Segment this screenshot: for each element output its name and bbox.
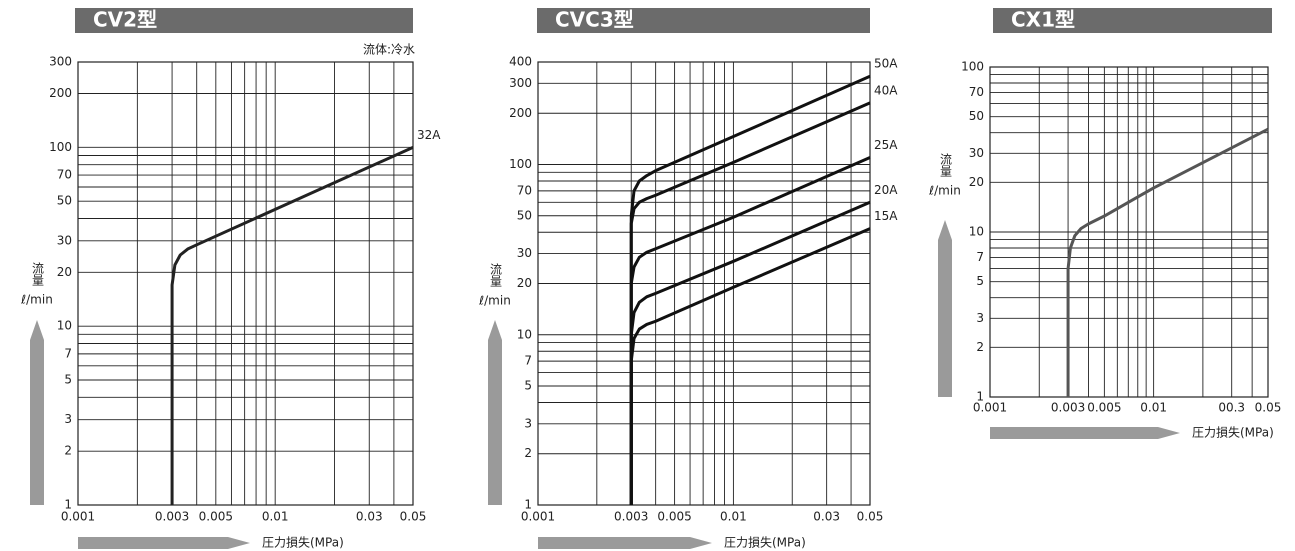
- series-label: 20A: [874, 183, 898, 197]
- x-tick-label: 0.05: [1255, 401, 1282, 415]
- y-tick-label: 3: [976, 311, 984, 325]
- y-tick-label: 3: [64, 412, 72, 426]
- y-arrow: [30, 320, 44, 505]
- x-axis-label: 圧力損失(MPa): [724, 535, 806, 550]
- y-axis-label: 流量: [489, 263, 503, 287]
- y-tick-label: 2: [976, 340, 984, 354]
- y-tick-label: 3: [524, 416, 532, 430]
- x-tick-label: 0.003: [1051, 401, 1085, 415]
- y-tick-label: 50: [969, 109, 984, 123]
- data-line: [170, 145, 414, 505]
- y-tick-label: 1: [64, 498, 72, 512]
- x-tick-label: 0.01: [262, 510, 289, 524]
- y-axis-label: 流量: [939, 153, 953, 177]
- chart-title: CX1型: [1011, 8, 1075, 32]
- x-tick-label: 0.01: [720, 510, 747, 524]
- x-tick-label: 0.03: [813, 510, 840, 524]
- x-arrow: [990, 427, 1180, 439]
- y-tick-label: 300: [509, 76, 532, 90]
- x-arrow: [538, 537, 712, 549]
- y-tick-label: 20: [969, 175, 984, 189]
- title-bar: [75, 8, 413, 33]
- y-tick-label: 7: [524, 354, 532, 368]
- y-tick-label: 5: [524, 379, 532, 393]
- y-tick-label: 20: [517, 276, 532, 290]
- y-tick-label: 1: [524, 498, 532, 512]
- y-tick-label: 70: [57, 168, 72, 182]
- y-axis-label: 流量: [31, 262, 45, 286]
- data-line: [1066, 127, 1269, 397]
- y-tick-label: 50: [517, 208, 532, 222]
- y-tick-label: 300: [49, 55, 72, 69]
- x-tick-label: 0.05: [400, 510, 427, 524]
- x-tick-label: 0.005: [199, 510, 233, 524]
- plot-frame: [537, 61, 871, 506]
- series-label: 32A: [417, 128, 441, 142]
- y-tick-label: 30: [517, 246, 532, 260]
- chart-title: CV2型: [93, 8, 157, 32]
- y-tick-label: 10: [57, 319, 72, 333]
- x-tick-label: 0.05: [857, 510, 884, 524]
- y-tick-label: 200: [509, 106, 532, 120]
- y-tick-label: 70: [517, 183, 532, 197]
- y-tick-label: 7: [64, 346, 72, 360]
- y-tick-label: 70: [969, 85, 984, 99]
- y-arrow: [938, 220, 952, 397]
- x-tick-label: 0.001: [973, 401, 1007, 415]
- y-tick-label: 2: [524, 446, 532, 460]
- x-tick-label: 0.003: [155, 510, 189, 524]
- data-line: [629, 200, 871, 505]
- x-axis-label: 圧力損失(MPa): [1192, 425, 1274, 440]
- title-bar: [537, 8, 870, 33]
- chart-title: CVC3型: [555, 8, 634, 32]
- annotation: 流体:冷水: [363, 43, 415, 57]
- plot-frame: [989, 66, 1269, 398]
- y-axis-unit: ℓ/min: [20, 293, 53, 307]
- x-axis-label: 圧力損失(MPa): [262, 535, 344, 550]
- data-line: [629, 74, 871, 505]
- y-tick-label: 20: [57, 265, 72, 279]
- y-tick-label: 400: [509, 55, 532, 69]
- y-tick-label: 100: [509, 157, 532, 171]
- y-tick-label: 2: [64, 444, 72, 458]
- data-line: [629, 227, 871, 505]
- x-tick-label: 0.01: [1140, 401, 1167, 415]
- data-line: [629, 156, 871, 505]
- y-tick-label: 10: [969, 225, 984, 239]
- series-label: 25A: [874, 138, 898, 152]
- x-arrow: [78, 537, 250, 549]
- title-bar: [993, 8, 1272, 33]
- y-tick-label: 7: [976, 250, 984, 264]
- y-tick-label: 50: [57, 194, 72, 208]
- y-arrow: [488, 320, 502, 505]
- series-label: 15A: [874, 209, 898, 223]
- y-tick-label: 5: [976, 274, 984, 288]
- y-tick-label: 200: [49, 86, 72, 100]
- x-tick-label: 0.001: [61, 510, 95, 524]
- series-label: 40A: [874, 83, 898, 97]
- y-tick-label: 5: [64, 372, 72, 386]
- x-tick-label: 00.3: [1218, 401, 1245, 415]
- x-tick-label: 0.005: [657, 510, 691, 524]
- x-tick-label: 0.001: [521, 510, 555, 524]
- y-tick-label: 30: [57, 233, 72, 247]
- y-tick-label: 30: [969, 146, 984, 160]
- x-tick-label: 0.005: [1087, 401, 1121, 415]
- plot-frame: [77, 61, 414, 506]
- y-tick-label: 100: [961, 60, 984, 74]
- series-label: 50A: [874, 57, 898, 71]
- y-tick-label: 1: [976, 390, 984, 404]
- data-line: [629, 101, 871, 505]
- y-axis-unit: ℓ/min: [928, 184, 961, 198]
- x-tick-label: 0.003: [614, 510, 648, 524]
- x-tick-label: 0.03: [356, 510, 383, 524]
- y-tick-label: 10: [517, 327, 532, 341]
- y-axis-unit: ℓ/min: [478, 294, 511, 308]
- y-tick-label: 100: [49, 140, 72, 154]
